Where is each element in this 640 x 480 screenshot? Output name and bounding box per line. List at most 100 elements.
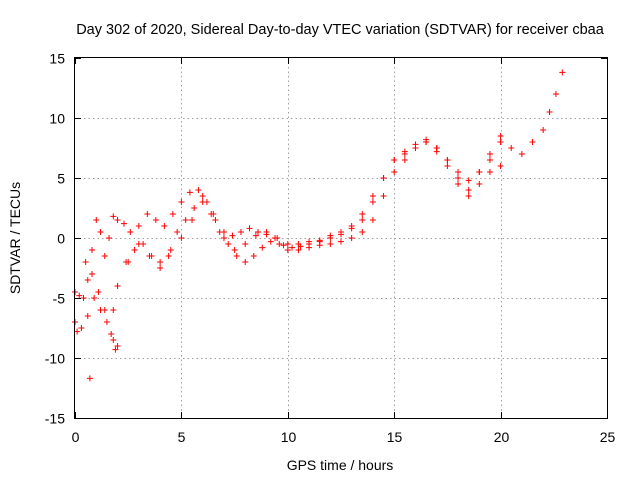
data-point: [199, 193, 206, 199]
data-point: [306, 238, 313, 245]
data-point: [84, 277, 91, 283]
data-point: [263, 229, 270, 235]
y-tick-label: -10: [45, 351, 65, 367]
data-point: [540, 127, 547, 133]
data-point: [186, 189, 193, 196]
data-point: [252, 232, 259, 239]
data-point: [146, 253, 153, 259]
data-point: [97, 229, 104, 235]
data-point: [455, 181, 462, 187]
data-point: [250, 253, 257, 259]
data-point: [182, 217, 189, 223]
data-point: [289, 244, 296, 251]
data-point: [152, 217, 159, 223]
data-point: [125, 259, 132, 265]
data-point: [93, 217, 100, 223]
data-point: [369, 199, 376, 205]
data-point: [161, 223, 168, 229]
data-point: [465, 193, 472, 199]
data-point: [114, 343, 121, 349]
data-point: [231, 247, 238, 253]
data-point: [191, 205, 198, 211]
series-track-b: [72, 133, 504, 331]
data-point: [174, 229, 181, 235]
data-point: [465, 187, 472, 193]
x-tick-label: 15: [387, 429, 403, 445]
data-point: [401, 148, 408, 155]
data-point: [110, 337, 117, 343]
data-point: [225, 241, 232, 247]
data-point: [78, 325, 85, 331]
y-tick-label: -15: [45, 411, 65, 427]
data-point: [486, 169, 493, 175]
data-point: [369, 193, 376, 199]
data-point: [518, 151, 525, 157]
data-point: [84, 313, 91, 319]
x-axis-title: GPS time / hours: [287, 457, 394, 473]
plot-frame: [74, 57, 608, 419]
data-point: [359, 211, 366, 217]
data-point: [369, 217, 376, 223]
data-point: [255, 229, 262, 235]
data-point: [220, 235, 227, 241]
points-layer: [72, 69, 566, 382]
data-point: [89, 247, 96, 253]
data-point: [380, 193, 387, 199]
data-point: [144, 211, 151, 217]
data-point: [76, 292, 83, 299]
data-point: [338, 229, 344, 235]
data-point: [242, 241, 249, 247]
data-point: [327, 241, 334, 247]
data-point: [127, 229, 134, 235]
data-point: [359, 217, 366, 223]
data-point: [169, 211, 176, 217]
y-tick-label: 5: [57, 171, 65, 187]
data-point: [316, 237, 323, 244]
y-tick-label: 10: [49, 111, 65, 127]
data-point: [259, 244, 266, 251]
data-point: [89, 271, 96, 277]
data-point: [229, 232, 236, 239]
data-point: [274, 235, 281, 241]
data-point: [74, 328, 81, 335]
y-tick-label: -5: [53, 291, 66, 307]
data-point: [497, 163, 504, 169]
data-point: [178, 235, 185, 241]
series-track-c: [82, 69, 566, 349]
data-point: [497, 139, 504, 145]
data-point: [103, 319, 110, 325]
data-point: [465, 177, 472, 184]
data-point: [444, 163, 451, 169]
data-point: [280, 242, 287, 249]
data-point: [486, 151, 493, 157]
data-point: [237, 229, 244, 235]
data-point: [284, 241, 291, 247]
data-point: [552, 91, 559, 97]
chart-title: Day 302 of 2020, Sidereal Day-to-day VTE…: [76, 22, 605, 38]
x-tick-label: 20: [494, 429, 510, 445]
data-point: [112, 346, 119, 353]
data-point: [80, 295, 87, 301]
x-tick-label: 25: [600, 429, 616, 445]
data-point: [476, 181, 483, 187]
data-point: [189, 217, 196, 223]
data-point: [210, 211, 217, 217]
data-point: [348, 223, 355, 229]
data-point: [242, 259, 249, 265]
data-point: [380, 175, 387, 181]
data-point: [108, 331, 115, 337]
data-point: [401, 157, 408, 163]
data-point: [444, 157, 451, 163]
data-point: [120, 220, 127, 227]
data-point: [114, 217, 121, 223]
data-point: [216, 229, 223, 235]
data-point: [559, 69, 566, 76]
data-point: [359, 229, 366, 235]
data-point: [114, 283, 121, 289]
data-point: [135, 241, 142, 247]
data-point: [546, 109, 553, 115]
data-point: [338, 238, 344, 245]
data-point: [306, 244, 313, 251]
